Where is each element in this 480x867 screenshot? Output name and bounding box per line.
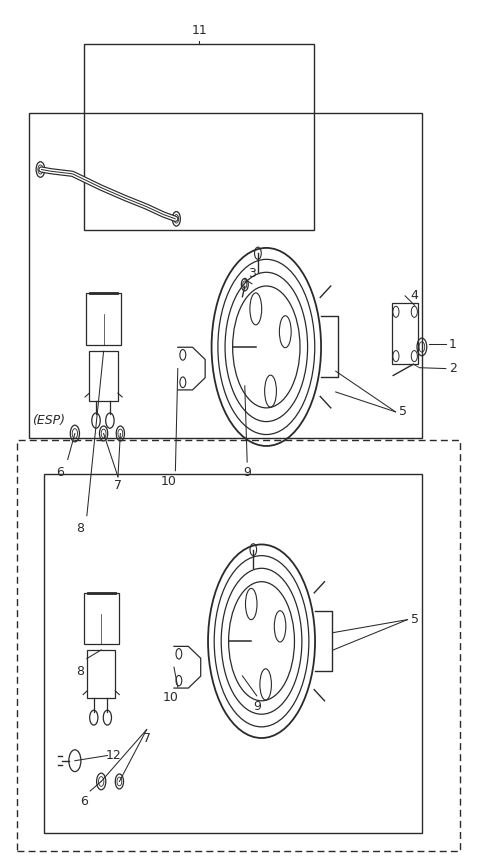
Text: 1: 1 — [449, 338, 457, 351]
Text: 8: 8 — [76, 665, 84, 678]
Text: 6: 6 — [57, 466, 64, 479]
Bar — [44, 474, 422, 833]
Text: 3: 3 — [248, 267, 256, 280]
Text: 12: 12 — [105, 749, 121, 762]
Bar — [392, 303, 418, 364]
Bar — [84, 44, 314, 230]
Text: 10: 10 — [160, 474, 176, 487]
Text: 7: 7 — [114, 479, 122, 492]
Text: 2: 2 — [449, 362, 457, 375]
Text: 9: 9 — [243, 466, 251, 479]
Text: 5: 5 — [411, 613, 419, 626]
Text: 10: 10 — [163, 691, 179, 704]
Text: 6: 6 — [81, 795, 88, 808]
Text: 8: 8 — [76, 522, 84, 535]
Text: (ESP): (ESP) — [32, 414, 65, 427]
Text: 11: 11 — [192, 24, 207, 37]
Bar — [87, 650, 115, 698]
Text: 4: 4 — [411, 289, 419, 302]
Text: 7: 7 — [143, 732, 151, 745]
Text: 9: 9 — [253, 700, 261, 713]
Bar — [29, 114, 422, 438]
Bar — [89, 351, 118, 401]
Text: 5: 5 — [399, 406, 407, 419]
Bar — [86, 293, 121, 345]
Bar — [84, 593, 119, 644]
